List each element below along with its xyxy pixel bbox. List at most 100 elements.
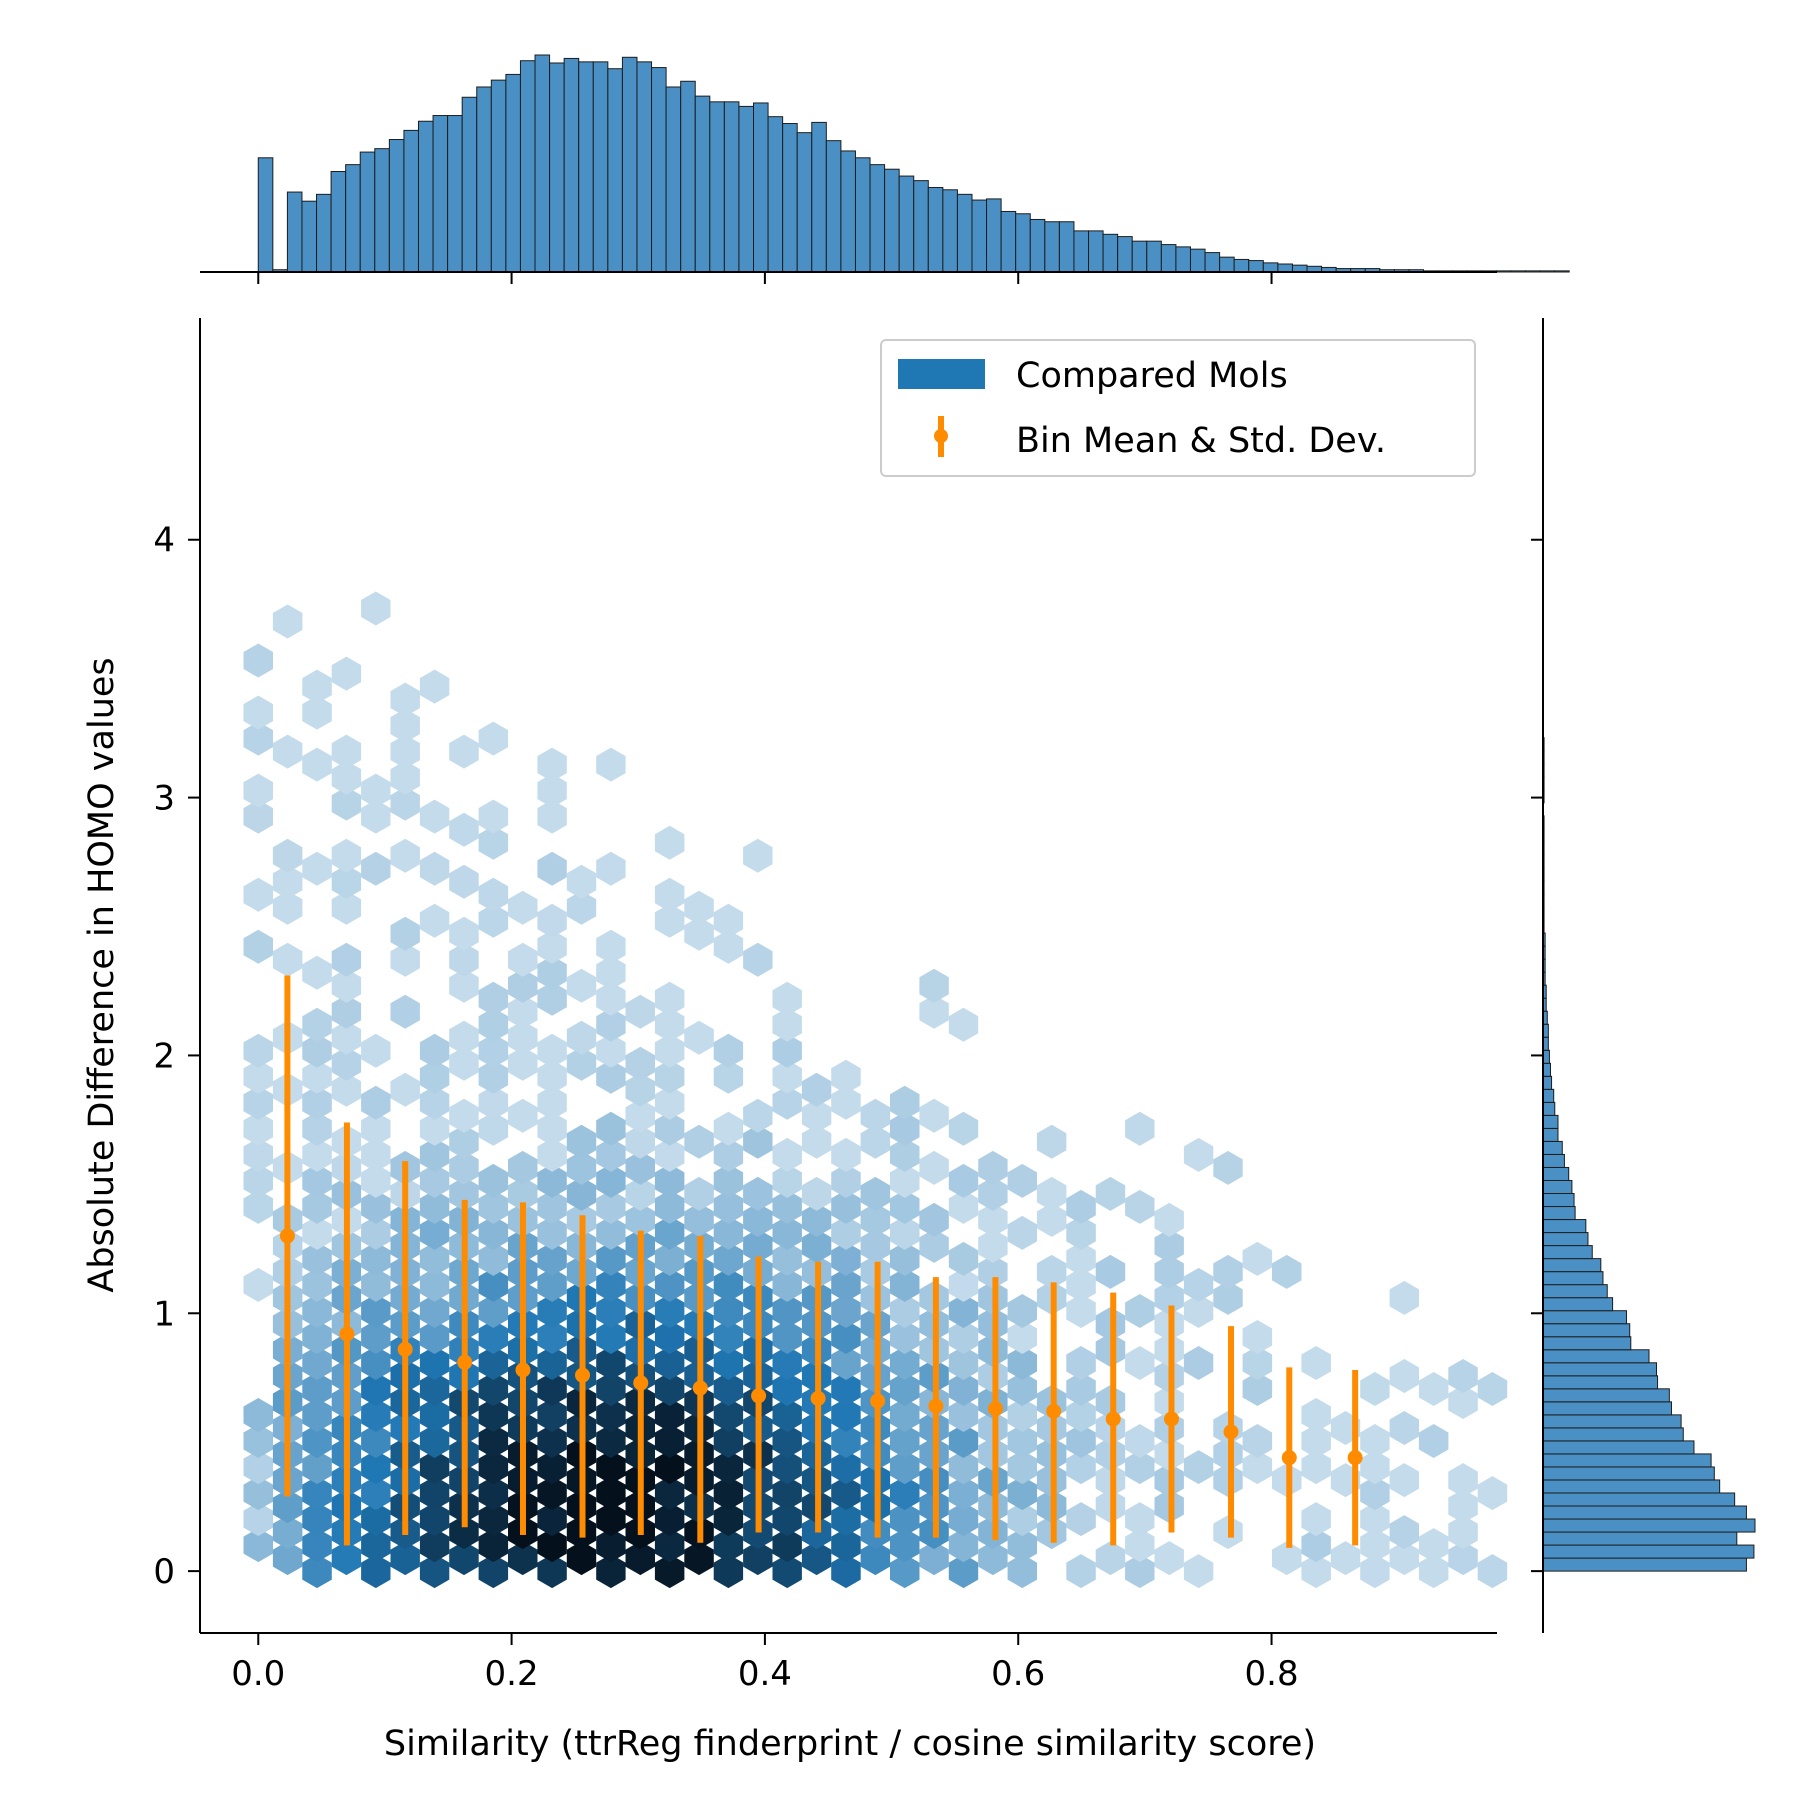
hexbin-cell [1183,1554,1214,1589]
hexbin-cell [772,1189,802,1224]
hexbin-cell [537,1059,567,1094]
hexbin-cell [831,1163,861,1198]
hexbin-cell [801,1176,832,1211]
hexbin-cell [419,1267,450,1302]
hexbin-cell [449,916,479,951]
x-histogram-bar [694,95,711,273]
hexbin-cell [537,1554,567,1589]
hexbin-cell [713,1476,744,1511]
hexbin-cell [419,1215,450,1250]
hexbin-cell [537,747,567,782]
hexbin-cell [1242,1241,1273,1276]
hexbin-cell [890,1294,920,1328]
x-histogram-bar [738,105,755,273]
hexbin-cell [1125,1189,1155,1224]
hexbin-cell [743,942,773,977]
y-histogram-bar [1542,1349,1650,1364]
hexbin-cell [243,1450,273,1485]
x-histogram-bar [316,193,332,273]
y-histogram-bar [1542,1531,1738,1546]
hexbin-cell [537,1241,567,1276]
x-histogram-bar [1073,230,1090,273]
hexbin-cell [978,1176,1008,1211]
hexbin-cell [743,1098,773,1133]
hexbin-cell [302,1059,332,1094]
hexbin-cell [419,1241,450,1276]
hexbin-cell [302,1424,332,1458]
hexbin-cell [1477,1554,1508,1589]
hexbin-cell [596,1007,626,1042]
hexbin-cell [331,656,362,691]
hexbin-cell [302,695,332,730]
hexbin-cell [243,1059,273,1094]
hexbin-cell [948,1424,979,1458]
hexbin-cell [743,1176,773,1211]
hexbin-cell [566,968,597,1003]
hexbin-cell [654,1502,685,1537]
x-histogram-bar [1495,270,1512,273]
hexbin-cell [1066,1502,1096,1537]
hexbin-cell [772,1007,802,1042]
hexbin-cell [508,994,538,1029]
hexbin-cell [478,1424,509,1458]
hexbin-cell [654,981,685,1016]
hexbin-cell [478,1450,509,1485]
hexbin-cell [243,1033,273,1068]
hexbin-cell [1301,1424,1331,1458]
hexbin-cell [478,1007,509,1042]
bin-mean-point [633,1375,649,1391]
hexbin-cell [831,1294,861,1328]
hexbin-cell [508,1020,538,1055]
y-histogram-bar [1542,1505,1747,1520]
hexbin-cell [419,1372,450,1406]
x-histogram-bar [971,199,988,273]
hexbin-cell [361,1450,391,1485]
hexbin-cell [831,1372,861,1406]
x-histogram-bar [607,68,623,273]
hexbin-cell [243,799,273,834]
hexbin-cell [331,838,362,873]
legend-label-bin-mean: Bin Mean & Std. Dev. [1016,421,1386,461]
x-histogram-bar [1117,236,1133,273]
x-tick-label: 0.2 [485,1654,539,1694]
hexbin-cell [478,1267,509,1302]
hexbin-cell [478,877,509,912]
hexbin-cell [596,1267,626,1302]
hexbin-cell [478,1085,509,1120]
hexbin-cell [948,1554,979,1589]
x-histogram-bar [519,60,536,273]
hexbin-cell [713,1320,744,1354]
hexbin-cell [1448,1489,1478,1524]
hexbin-cell [713,1111,744,1146]
hexbin-cell [1183,1294,1214,1328]
hexbin-cell [860,1202,891,1237]
hexbin-cell [361,1111,391,1146]
hexbin-cell [1007,1424,1037,1458]
hexbin-cell [1389,1280,1419,1315]
hexbin-cell [302,1346,332,1380]
hexbin-cell [243,773,273,808]
hexbin-cell [1242,1372,1273,1406]
hexbin-cell [419,1398,450,1432]
y-histogram-bar [1542,1427,1684,1442]
hexbin-cell [596,1059,626,1094]
x-histogram-bar [1233,258,1250,273]
hexbin-cell [419,1137,450,1172]
hexbin-cell [890,1163,920,1198]
hexbin-cell [390,786,420,821]
hexbin-cell [890,1346,920,1380]
hexbin-cell [890,1554,920,1589]
hexbin-cell [302,1294,332,1328]
x-histogram-bar [592,61,609,273]
hexbin-cell [566,864,597,899]
x-histogram-bar [1000,210,1017,273]
hexbin-cell [654,1215,685,1250]
hexbin-cell [948,1450,979,1485]
hexbin-cell [272,1541,303,1576]
hexbin-cell [625,1176,655,1211]
hexbin-cell [713,1398,744,1432]
y-histogram-bar [1542,1401,1672,1416]
hexbin-cell [596,1320,626,1354]
hexbin-cell [713,1554,744,1589]
